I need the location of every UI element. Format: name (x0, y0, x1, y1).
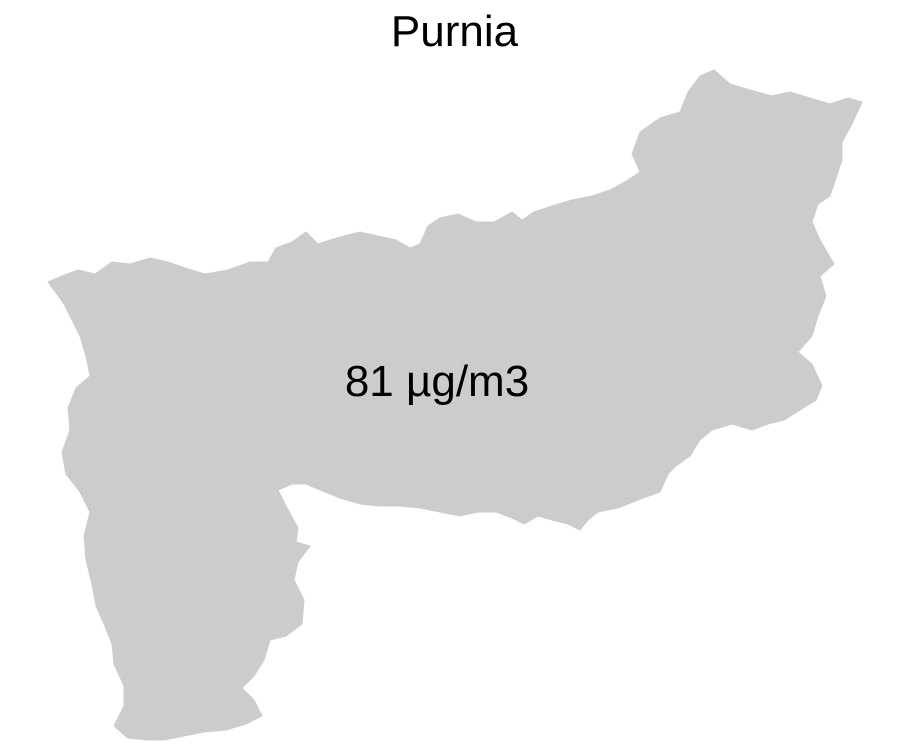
pollution-value-label: 81 µg/m3 (344, 357, 530, 406)
map-title: Purnia (390, 7, 519, 56)
district-shape-purnia (47, 69, 863, 741)
